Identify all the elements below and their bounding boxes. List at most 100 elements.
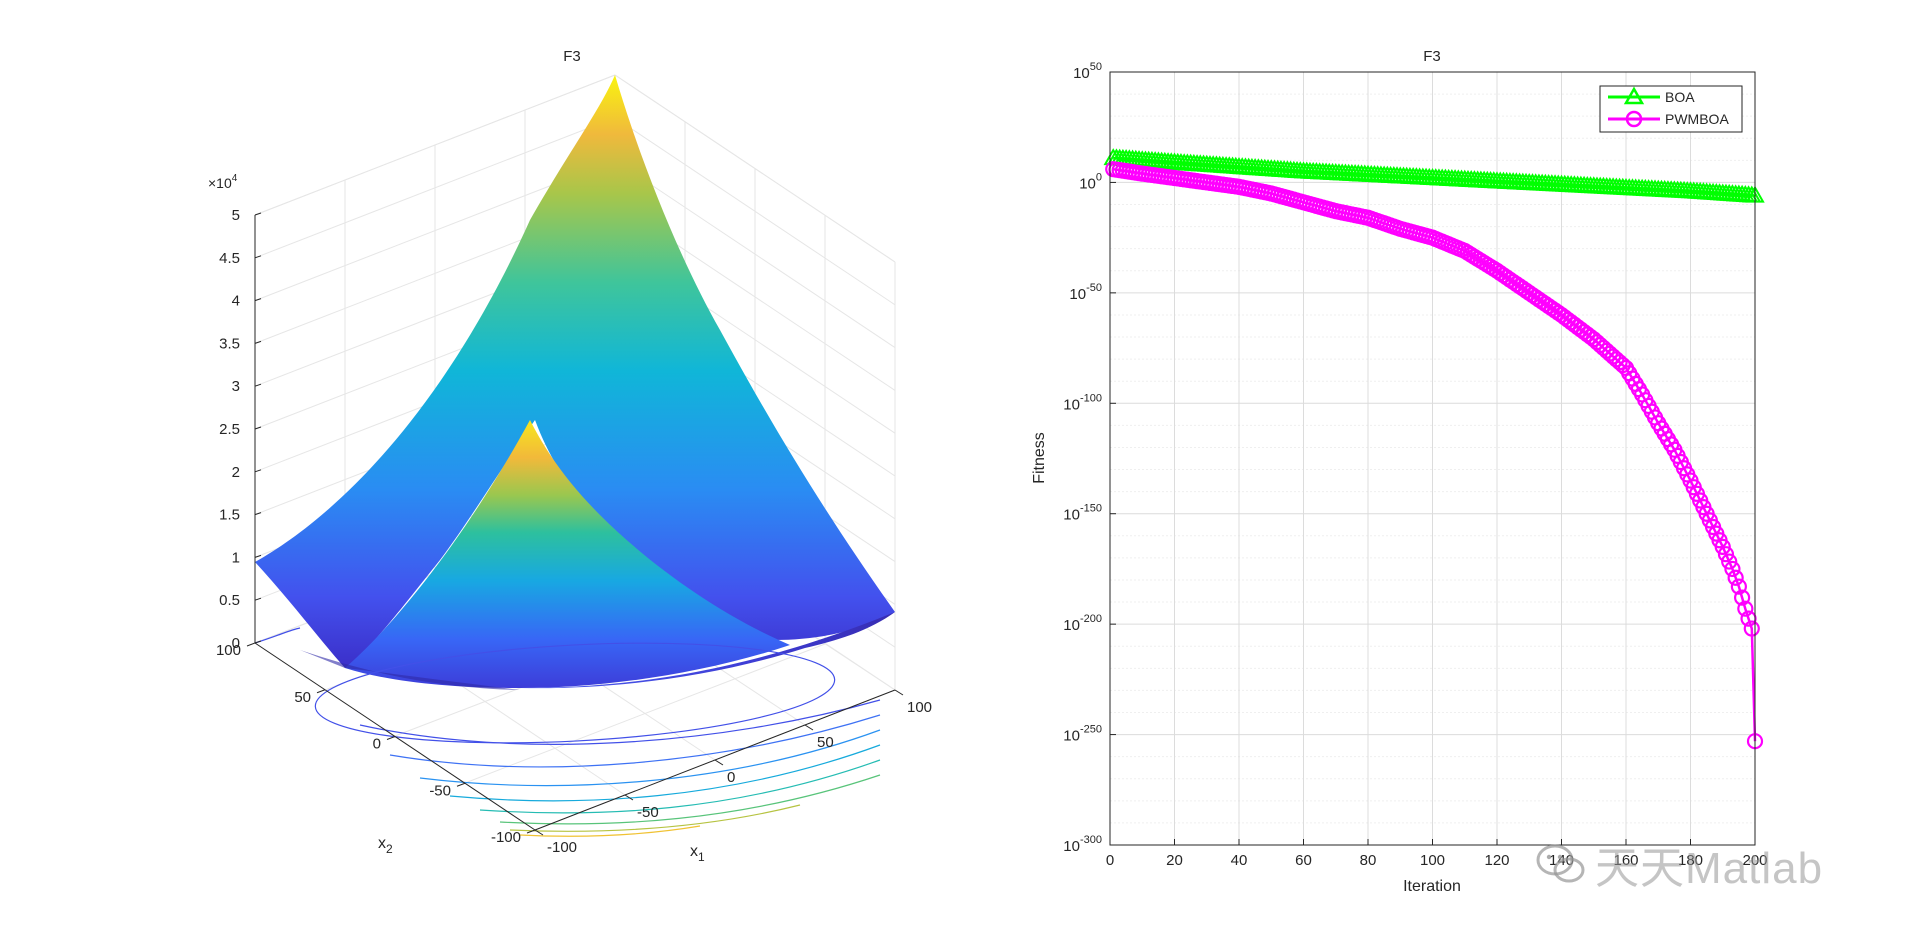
x-tick-label: 100 bbox=[1420, 852, 1445, 869]
z-exponent-label: ×104 bbox=[208, 173, 238, 191]
y-tick-label: 10-50 bbox=[1069, 282, 1102, 303]
x2-tick-mark bbox=[526, 829, 536, 834]
x-tick-label: 200 bbox=[1742, 852, 1767, 869]
legend-item-boa: BOA bbox=[1608, 86, 1695, 105]
z-tick-label: 2.5 bbox=[219, 421, 240, 438]
chart-series bbox=[1103, 148, 1765, 750]
x-tick-label: 60 bbox=[1295, 852, 1312, 869]
x2-tick-label: 0 bbox=[373, 736, 381, 753]
x2-tick-mark bbox=[246, 642, 256, 647]
x2-tick-label: -50 bbox=[429, 782, 451, 799]
surface-back-sheet bbox=[255, 75, 895, 668]
data-point bbox=[1721, 553, 1738, 570]
x-axis-ticks: 0 20 40 60 80 100 120 140 160 180 200 bbox=[1106, 839, 1768, 869]
watermark-text: 天天Matlab bbox=[1595, 844, 1824, 893]
x1-axis-ticks: -100 -50 0 50 100 bbox=[534, 689, 932, 856]
x-tick-label: 0 bbox=[1106, 852, 1114, 869]
y-tick-label: 10-100 bbox=[1063, 392, 1102, 413]
legend-item-pwmboa: PWMBOA bbox=[1608, 110, 1729, 128]
z-tick-mark bbox=[254, 426, 262, 430]
x1-axis-label: x1 bbox=[690, 843, 705, 864]
z-tick-mark bbox=[254, 469, 262, 473]
legend-label-boa: BOA bbox=[1665, 89, 1695, 105]
z-gridline bbox=[254, 74, 616, 216]
x1-tick-mark bbox=[534, 829, 544, 836]
convergence-chart: 1050 100 10-50 10-100 10-150 10-200 10-250 10-3… bbox=[1031, 48, 1768, 895]
z-tick-mark bbox=[254, 640, 262, 644]
x-tick-label: 20 bbox=[1166, 852, 1183, 869]
surface-title: F3 bbox=[563, 48, 581, 65]
x1-tick-mark bbox=[624, 794, 634, 801]
data-point bbox=[1740, 610, 1757, 627]
series-boa bbox=[1103, 148, 1765, 203]
x-tick-label: 80 bbox=[1360, 852, 1377, 869]
x-tick-label: 40 bbox=[1231, 852, 1248, 869]
x2-axis-ticks: -100 -50 0 50 100 bbox=[216, 642, 536, 846]
data-point bbox=[1724, 560, 1741, 578]
surface-front-peak bbox=[345, 420, 790, 688]
data-point bbox=[1714, 538, 1731, 555]
data-point bbox=[1727, 569, 1744, 586]
plot-border bbox=[1109, 71, 1756, 846]
x-tick-label: 160 bbox=[1613, 852, 1638, 869]
z-tick-mark bbox=[254, 298, 262, 302]
z-tick-mark bbox=[254, 383, 262, 387]
data-point bbox=[1743, 620, 1760, 637]
x2-tick-mark bbox=[316, 689, 326, 694]
y-tick-label: 1050 bbox=[1073, 61, 1102, 82]
series-pwmboa bbox=[1105, 161, 1764, 750]
circle-marker-icon bbox=[1625, 110, 1643, 128]
x1-tick-label: 50 bbox=[817, 734, 834, 751]
wechat-icon bbox=[1536, 844, 1585, 883]
z-gridline bbox=[614, 74, 896, 263]
z-tick-label: 1 bbox=[232, 549, 240, 566]
data-point bbox=[1733, 589, 1751, 606]
x-axis-label: Iteration bbox=[1403, 878, 1461, 895]
z-tick-mark bbox=[254, 597, 262, 601]
z-tick-label: 3.5 bbox=[219, 335, 240, 352]
z-tick-mark bbox=[254, 255, 262, 259]
z-axis-ticks: 0 0.5 1 1.5 2 2.5 3 3.5 4 4.5 5 bbox=[219, 207, 262, 652]
watermark: 天天Matlab bbox=[1535, 832, 1823, 896]
surface-contours bbox=[254, 627, 881, 837]
y-tick-label: 10-200 bbox=[1063, 613, 1102, 634]
surface-plot: 0 0.5 1 1.5 2 2.5 3 3.5 4 4.5 5 ×104 -100 -50 0 50 100… bbox=[208, 48, 932, 864]
z-tick-label: 0.5 bbox=[219, 592, 240, 609]
y-tick-label: 10-150 bbox=[1063, 503, 1102, 524]
z-tick-label: 5 bbox=[232, 207, 240, 224]
y-tick-label: 100 bbox=[1079, 171, 1102, 192]
x1-tick-mark bbox=[714, 759, 724, 766]
x1-tick-label: 100 bbox=[907, 699, 932, 716]
z-tick-label: 0 bbox=[232, 635, 240, 652]
legend: BOA PWMBOA bbox=[1599, 85, 1743, 133]
data-point bbox=[1730, 578, 1747, 595]
z-tick-mark bbox=[254, 554, 262, 558]
x-tick-label: 180 bbox=[1678, 852, 1703, 869]
z-tick-mark bbox=[254, 340, 262, 344]
x2-tick-mark bbox=[456, 782, 466, 787]
data-point bbox=[1717, 546, 1735, 563]
x2-tick-label: 50 bbox=[294, 689, 311, 706]
z-gridline bbox=[254, 117, 616, 259]
y-tick-label: 10-300 bbox=[1063, 834, 1102, 855]
x1-tick-mark bbox=[894, 689, 904, 696]
y-tick-label: 10-250 bbox=[1063, 724, 1102, 745]
z-gridline bbox=[614, 160, 896, 349]
legend-label-pwmboa: PWMBOA bbox=[1665, 111, 1729, 127]
legend-box bbox=[1599, 85, 1743, 133]
z-tick-label: 4.5 bbox=[219, 250, 240, 267]
x1-tick-label: -100 bbox=[547, 839, 577, 856]
y-axis-ticks: 1050 100 10-50 10-100 10-150 10-200 10-250 10-3… bbox=[1063, 61, 1116, 855]
x2-tick-mark bbox=[386, 736, 396, 740]
x-tick-label: 120 bbox=[1484, 852, 1509, 869]
x2-axis-label: x2 bbox=[378, 835, 393, 856]
data-point bbox=[1737, 600, 1754, 617]
x1-tick-label: -50 bbox=[637, 804, 659, 821]
z-gridline bbox=[614, 117, 896, 306]
x1-tick-mark bbox=[804, 724, 814, 731]
z-tick-label: 3 bbox=[232, 378, 240, 395]
x1-tick-label: 0 bbox=[727, 769, 735, 786]
x2-tick-label: -100 bbox=[491, 829, 521, 846]
triangle-marker-icon bbox=[1623, 86, 1645, 105]
